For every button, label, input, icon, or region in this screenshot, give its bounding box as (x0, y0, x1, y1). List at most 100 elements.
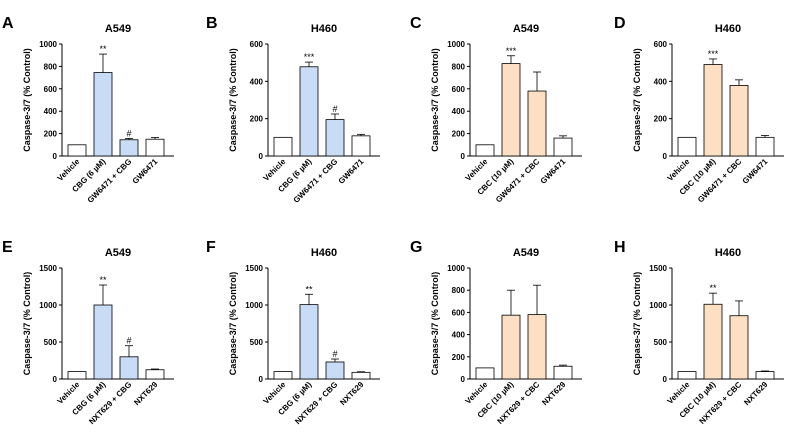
y-tick-label: 500 (250, 338, 264, 347)
bar (351, 371, 371, 380)
y-tick-label: 1500 (245, 264, 263, 273)
y-tick-label: 0 (461, 152, 466, 161)
significance-mark: ** (99, 275, 107, 285)
panel-letter: G (410, 239, 422, 256)
significance-mark: ** (305, 284, 313, 294)
y-tick-label: 0 (663, 152, 668, 161)
y-tick-label: 1500 (649, 264, 667, 273)
y-tick-label: 600 (250, 40, 264, 49)
y-tick-label: 1000 (39, 301, 57, 310)
bar (67, 371, 87, 380)
y-axis-label: Caspase-3/7 (% Control) (228, 48, 238, 152)
chart-title: H460 (311, 23, 337, 35)
significance-mark: # (126, 336, 131, 346)
panel-letter: A (2, 15, 14, 32)
bar (527, 314, 547, 380)
bar (527, 90, 547, 157)
y-tick-label: 600 (654, 40, 668, 49)
panel-e: E A549 Caspase-3/7 (% Control) 0 500 1000 1500… (2, 239, 174, 426)
panel-letter: F (206, 239, 216, 256)
panel-letter: C (410, 15, 422, 32)
y-tick-label: 800 (44, 62, 58, 71)
bar (145, 138, 165, 157)
bar (273, 136, 293, 157)
chart-title: H460 (715, 247, 741, 259)
panel-letter: D (614, 15, 626, 32)
bar (677, 371, 697, 380)
significance-mark: # (332, 349, 337, 359)
y-tick-label: 800 (452, 286, 466, 295)
y-axis-label: Caspase-3/7 (% Control) (430, 48, 440, 152)
bar (501, 314, 521, 380)
panel-letter: H (614, 239, 626, 256)
x-tick-label: NXT629 (338, 380, 366, 408)
bar (93, 72, 113, 157)
chart-title: H460 (311, 247, 337, 259)
bar (273, 371, 293, 380)
bar (93, 304, 113, 380)
bar (729, 85, 749, 157)
bar (475, 367, 495, 380)
y-axis-label: Caspase-3/7 (% Control) (430, 272, 440, 376)
chart-title: A549 (513, 23, 539, 35)
bar (553, 137, 573, 157)
panel-a: A A549 Caspase-3/7 (% Control) 0 200 400 600 80… (2, 15, 174, 205)
chart-title: A549 (105, 247, 131, 259)
y-tick-label: 200 (452, 130, 466, 139)
y-tick-label: 1000 (245, 301, 263, 310)
significance-mark: *** (708, 49, 719, 59)
y-tick-label: 1000 (447, 264, 465, 273)
panel-letter: B (206, 15, 218, 32)
bar (677, 136, 697, 157)
significance-mark: ** (99, 44, 107, 54)
bar (553, 365, 573, 380)
y-tick-label: 400 (44, 107, 58, 116)
bar (703, 303, 723, 380)
y-tick-label: 200 (250, 115, 264, 124)
significance-mark: # (332, 104, 337, 114)
bar (755, 136, 775, 157)
bar (145, 369, 165, 380)
x-tick-label: GW6471 (337, 157, 366, 186)
bar (501, 63, 521, 157)
y-tick-label: 500 (654, 338, 668, 347)
y-tick-label: 1000 (39, 40, 57, 49)
chart-title: A549 (105, 23, 131, 35)
y-tick-label: 600 (452, 85, 466, 94)
significance-mark: # (126, 128, 131, 138)
x-tick-label: GW6471 (539, 157, 568, 186)
y-tick-label: 0 (259, 152, 264, 161)
bar (299, 66, 319, 157)
y-axis-label: Caspase-3/7 (% Control) (632, 272, 642, 376)
bar (325, 361, 345, 380)
y-tick-label: 200 (654, 115, 668, 124)
y-axis-label: Caspase-3/7 (% Control) (22, 272, 32, 376)
x-tick-label: NXT629 (540, 380, 568, 408)
y-tick-label: 1000 (649, 301, 667, 310)
y-tick-label: 600 (452, 308, 466, 317)
y-tick-label: 500 (44, 338, 58, 347)
panel-g: G A549 Caspase-3/7 (% Control) 0 200 400 600 80… (410, 239, 582, 426)
bar (703, 64, 723, 157)
y-tick-label: 200 (44, 130, 58, 139)
bar (299, 304, 319, 380)
y-axis-label: Caspase-3/7 (% Control) (22, 48, 32, 152)
x-tick-label: GW6471 (131, 157, 160, 186)
bar (67, 144, 87, 157)
y-axis-label: Caspase-3/7 (% Control) (632, 48, 642, 152)
bar (119, 139, 139, 157)
x-tick-label: NXT629 (742, 380, 770, 408)
panel-f: F H460 Caspase-3/7 (% Control) 0 500 1000 1500… (206, 239, 380, 426)
y-tick-label: 0 (53, 375, 58, 384)
y-tick-label: 200 (452, 353, 466, 362)
y-tick-label: 400 (452, 331, 466, 340)
significance-mark: *** (506, 46, 517, 56)
y-tick-label: 600 (44, 85, 58, 94)
bar (475, 144, 495, 157)
significance-mark: ** (709, 283, 717, 293)
y-tick-label: 400 (654, 77, 668, 86)
y-tick-label: 0 (663, 375, 668, 384)
